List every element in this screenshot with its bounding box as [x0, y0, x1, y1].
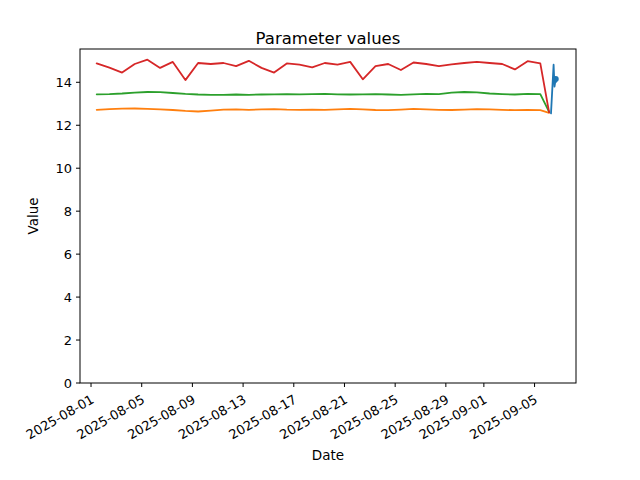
line-chart: 0 2 4 6 8 10 12 14 2025-08-012025-08-052025-08-… — [0, 0, 640, 480]
y-axis-label: Value — [25, 197, 41, 234]
y-tick-label: 4 — [64, 290, 72, 305]
y-tick-label: 10 — [55, 161, 72, 176]
y-tick-label: 0 — [64, 376, 72, 391]
y-tick-label: 2 — [64, 333, 72, 348]
y-tick-label: 6 — [64, 247, 72, 262]
y-tick-label: 14 — [55, 75, 72, 90]
y-tick-label: 8 — [64, 204, 72, 219]
parameter-blue-line — [551, 65, 556, 114]
y-axis-ticks: 0 2 4 6 8 10 12 14 — [55, 75, 80, 391]
matplotlib-figure: 0 2 4 6 8 10 12 14 2025-08-012025-08-052025-08-… — [0, 0, 640, 480]
x-axis-ticks: 2025-08-012025-08-052025-08-092025-08-13… — [24, 383, 540, 442]
chart-series — [97, 60, 559, 114]
parameter-red-line — [97, 60, 549, 113]
parameter-blue-marker — [553, 76, 559, 82]
chart-title: Parameter values — [256, 29, 401, 48]
x-axis-label: Date — [312, 447, 344, 463]
parameter-orange-line — [97, 109, 549, 113]
plot-area-border — [80, 49, 576, 383]
y-tick-label: 12 — [55, 118, 72, 133]
